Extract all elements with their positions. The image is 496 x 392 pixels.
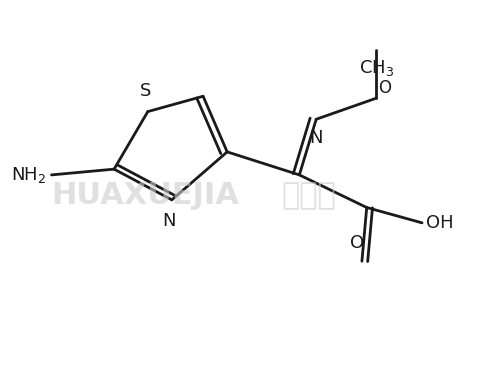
Text: O: O xyxy=(350,234,364,252)
Text: S: S xyxy=(140,82,151,100)
Text: O: O xyxy=(378,79,391,97)
Text: N: N xyxy=(163,212,176,230)
Text: HUAXUEJIA: HUAXUEJIA xyxy=(52,181,240,211)
Text: 化学加: 化学加 xyxy=(282,181,336,211)
Text: NH$_2$: NH$_2$ xyxy=(11,165,47,185)
Text: OH: OH xyxy=(426,214,453,232)
Text: N: N xyxy=(310,129,323,147)
Text: CH$_3$: CH$_3$ xyxy=(359,58,394,78)
